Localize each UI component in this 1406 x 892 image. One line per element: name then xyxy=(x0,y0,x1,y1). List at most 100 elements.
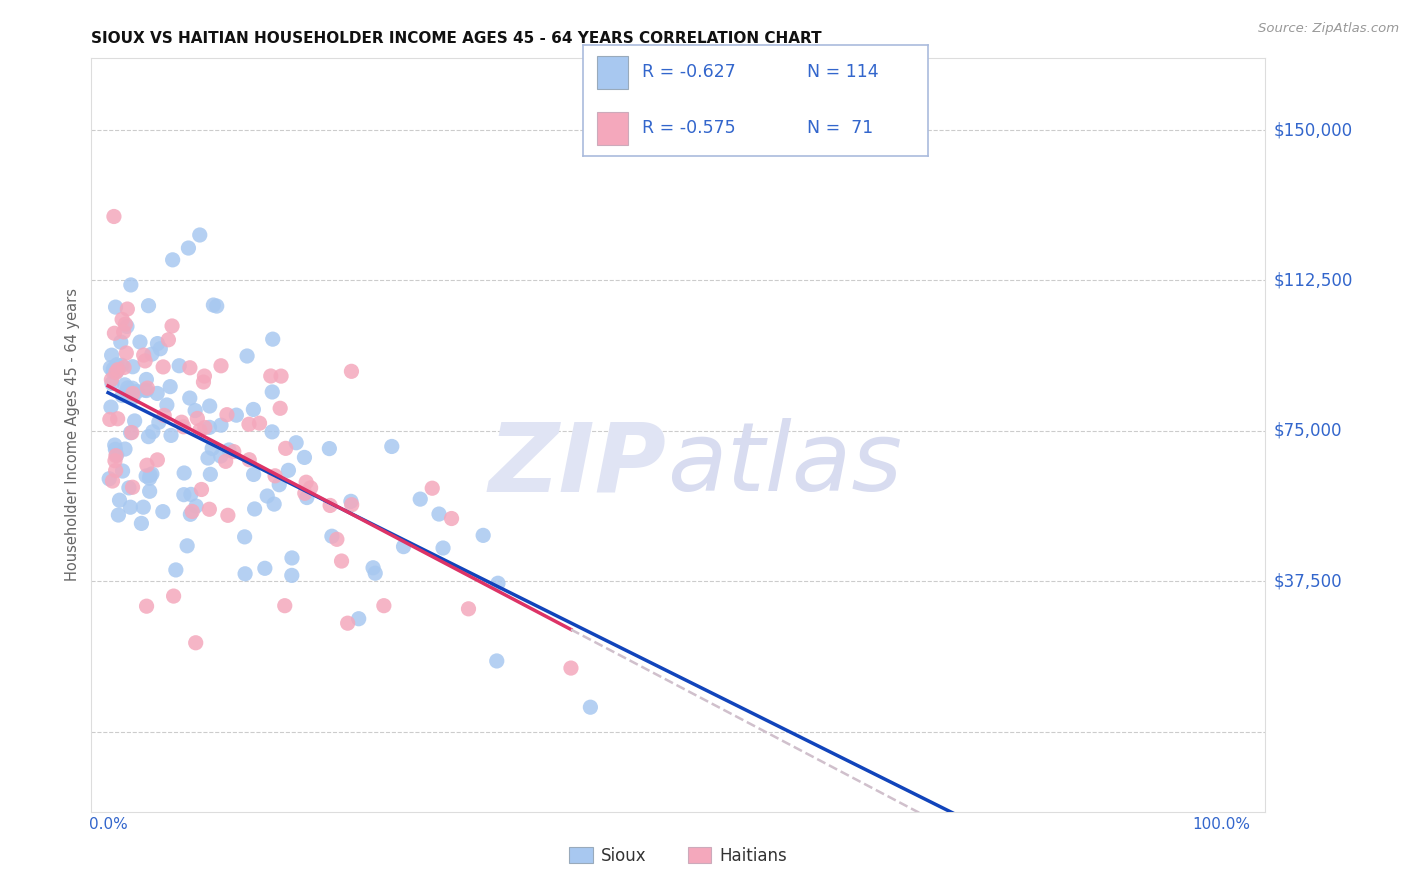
Point xyxy=(135,469,157,483)
Point xyxy=(198,420,221,434)
Point xyxy=(238,452,260,467)
Point xyxy=(249,416,271,430)
Point xyxy=(486,576,509,591)
Point xyxy=(138,429,160,443)
Point xyxy=(180,487,202,501)
Point xyxy=(136,458,159,473)
Point xyxy=(157,333,180,347)
Point xyxy=(260,369,283,384)
Point xyxy=(139,468,162,483)
Point xyxy=(579,700,602,714)
Point xyxy=(107,508,129,522)
Point xyxy=(177,241,200,255)
Point xyxy=(409,492,432,507)
Point xyxy=(98,412,121,426)
Point xyxy=(294,486,316,500)
Point xyxy=(321,529,343,543)
Point xyxy=(295,491,318,505)
Bar xyxy=(598,55,628,89)
Point xyxy=(160,428,183,442)
Text: $37,500: $37,500 xyxy=(1274,572,1343,591)
Point xyxy=(131,516,153,531)
Point xyxy=(152,359,174,374)
Point xyxy=(122,391,145,405)
Point xyxy=(148,415,170,429)
Point xyxy=(236,349,259,363)
Point xyxy=(179,391,201,405)
Point xyxy=(141,467,163,481)
Text: $112,500: $112,500 xyxy=(1274,271,1353,290)
Text: ZIP: ZIP xyxy=(489,418,666,511)
Point xyxy=(179,508,201,522)
Text: $75,000: $75,000 xyxy=(1274,422,1343,440)
Point xyxy=(427,507,450,521)
Point xyxy=(198,399,221,413)
Point xyxy=(176,539,198,553)
Point xyxy=(101,376,124,391)
Point xyxy=(263,497,285,511)
Point xyxy=(111,464,134,478)
Point xyxy=(149,342,172,356)
Point xyxy=(167,359,190,373)
Point xyxy=(111,312,134,326)
Point xyxy=(162,589,184,603)
Point xyxy=(173,419,195,434)
Point xyxy=(100,400,122,414)
Point xyxy=(104,300,127,314)
Point xyxy=(373,599,395,613)
Point xyxy=(104,463,127,477)
Point xyxy=(209,359,232,373)
Point xyxy=(115,319,138,334)
Point xyxy=(274,442,297,456)
Point xyxy=(121,425,143,440)
Point xyxy=(209,418,232,433)
Point xyxy=(105,448,128,462)
Point xyxy=(217,508,239,523)
Point xyxy=(103,326,125,341)
Point xyxy=(103,365,125,379)
Point xyxy=(141,347,163,361)
Point xyxy=(136,381,159,395)
Point xyxy=(269,401,291,416)
Point xyxy=(361,561,384,575)
Point xyxy=(146,386,169,401)
Point xyxy=(184,636,207,650)
Point xyxy=(340,494,363,508)
Point xyxy=(319,499,342,513)
Point xyxy=(193,375,215,389)
Point xyxy=(238,417,260,432)
Point xyxy=(114,377,136,392)
Point xyxy=(100,360,122,375)
Point xyxy=(281,568,304,582)
Point xyxy=(105,364,128,378)
Point xyxy=(110,335,132,350)
Point xyxy=(299,481,322,495)
Point xyxy=(132,348,155,362)
Point xyxy=(215,454,238,468)
Point xyxy=(170,415,193,429)
Point xyxy=(173,488,195,502)
Text: R = -0.627: R = -0.627 xyxy=(643,63,735,81)
Point xyxy=(134,383,156,397)
Point xyxy=(132,500,155,515)
Point xyxy=(104,454,127,468)
Point xyxy=(112,360,135,375)
Point xyxy=(440,511,463,525)
Point xyxy=(146,336,169,351)
Text: SIOUX VS HAITIAN HOUSEHOLDER INCOME AGES 45 - 64 YEARS CORRELATION CHART: SIOUX VS HAITIAN HOUSEHOLDER INCOME AGES… xyxy=(91,31,823,46)
Point xyxy=(262,425,284,439)
Point xyxy=(101,474,124,488)
Point xyxy=(100,373,122,387)
Point xyxy=(98,472,121,486)
Point xyxy=(115,384,138,399)
Point xyxy=(118,481,141,495)
Point xyxy=(330,554,353,568)
Point xyxy=(264,468,287,483)
Point xyxy=(103,362,125,376)
Point xyxy=(200,467,222,482)
Point xyxy=(121,480,143,494)
Point xyxy=(222,444,245,458)
Point xyxy=(281,551,304,566)
Point xyxy=(111,388,134,402)
Point xyxy=(193,369,215,384)
